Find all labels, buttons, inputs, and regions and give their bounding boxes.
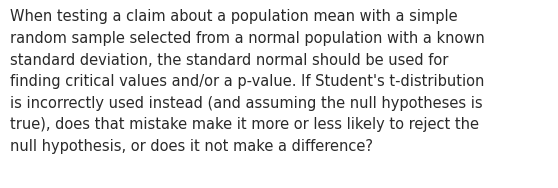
Text: When testing a claim about a population mean with a simple
random sample selecte: When testing a claim about a population … (10, 9, 485, 154)
